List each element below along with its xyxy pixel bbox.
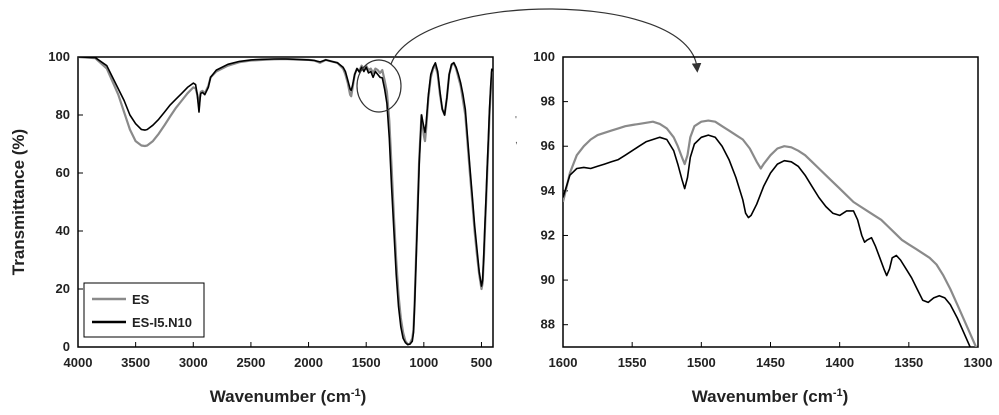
legend: ES ES-I5.N10 xyxy=(83,282,205,338)
plot-frame-left xyxy=(77,56,494,348)
y-tick-label-left-3: 60 xyxy=(56,165,70,180)
series-lines-left xyxy=(78,57,493,346)
zoom-circle xyxy=(356,59,402,113)
x-ticks-left: 4000 3500 3000 2500 2000 1500 1000 500 xyxy=(64,342,493,370)
x-tick-label-right-4: 1400 xyxy=(825,355,854,370)
x-tick-label-left-6: 1000 xyxy=(409,355,438,370)
x-tick-label-left-1: 3500 xyxy=(121,355,150,370)
x-tick-label-right-5: 1350 xyxy=(894,355,923,370)
series-lines-right xyxy=(563,119,978,347)
y-tick-label-left-4: 80 xyxy=(56,107,70,122)
legend-label-es: ES xyxy=(132,292,150,307)
legend-label-es-i5n10: ES-I5.N10 xyxy=(132,315,192,330)
x-tick-label-right-0: 1600 xyxy=(549,355,578,370)
x-axis-label-right: Wavenumber (cm-1) xyxy=(692,387,849,406)
y-tick-label-right-6: 100 xyxy=(533,49,555,64)
x-tick-label-right-3: 1450 xyxy=(756,355,785,370)
y-tick-label-right-3: 94 xyxy=(541,183,556,198)
y-tick-label-left-1: 20 xyxy=(56,281,70,296)
x-tick-label-left-5: 1500 xyxy=(352,355,381,370)
x-tick-label-right-1: 1550 xyxy=(618,355,647,370)
x-tick-label-right-6: 1300 xyxy=(964,355,993,370)
stray-mark-2: , xyxy=(515,135,518,146)
x-tick-label-right-2: 1500 xyxy=(687,355,716,370)
series-line-right-0 xyxy=(563,119,978,347)
plot-frame-right xyxy=(562,56,979,348)
y-tick-label-left-5: 100 xyxy=(48,49,70,64)
y-ticks-left: 0 20 40 60 80 100 xyxy=(48,49,83,354)
stray-mark-1: ' xyxy=(515,115,517,126)
y-tick-label-left-0: 0 xyxy=(63,339,70,354)
x-tick-label-left-0: 4000 xyxy=(64,355,93,370)
x-tick-label-left-2: 3000 xyxy=(179,355,208,370)
chart-left: 0 20 40 60 80 100 4000 3500 3000 2500 2000 1500 100… xyxy=(9,49,494,406)
x-tick-label-left-7: 500 xyxy=(471,355,493,370)
y-ticks-right: 88 90 92 94 96 98 100 xyxy=(533,49,568,332)
x-tick-label-left-4: 2000 xyxy=(294,355,323,370)
x-axis-label-left: Wavenumber (cm-1) xyxy=(210,387,367,406)
x-tick-label-left-3: 2500 xyxy=(236,355,265,370)
y-tick-label-right-4: 96 xyxy=(541,138,555,153)
x-axis-label-right-text: Wavenumber (cm xyxy=(692,387,833,406)
x-axis-label-left-sup: -1 xyxy=(351,387,361,399)
x-ticks-right: 1600 1550 1500 1450 1400 1350 1300 xyxy=(549,342,993,370)
y-tick-label-right-5: 98 xyxy=(541,94,555,109)
y-axis-label-left: Transmittance (%) xyxy=(9,129,28,275)
y-tick-label-right-2: 92 xyxy=(541,227,555,242)
series-line-left-1 xyxy=(78,57,493,346)
series-line-right-1 xyxy=(563,134,972,347)
y-tick-label-right-0: 88 xyxy=(541,317,555,332)
legend-box xyxy=(83,282,205,338)
y-tick-label-right-1: 90 xyxy=(541,272,555,287)
x-axis-label-left-close: ) xyxy=(361,387,367,406)
zoom-arrow xyxy=(390,8,702,73)
y-tick-label-left-2: 40 xyxy=(56,223,70,238)
x-axis-label-right-close: ) xyxy=(843,387,849,406)
chart-right: 88 90 92 94 96 98 100 1600 1550 1500 1450 1400 1350… xyxy=(533,49,992,406)
x-axis-label-left-text: Wavenumber (cm xyxy=(210,387,351,406)
x-axis-label-right-sup: -1 xyxy=(833,387,843,399)
